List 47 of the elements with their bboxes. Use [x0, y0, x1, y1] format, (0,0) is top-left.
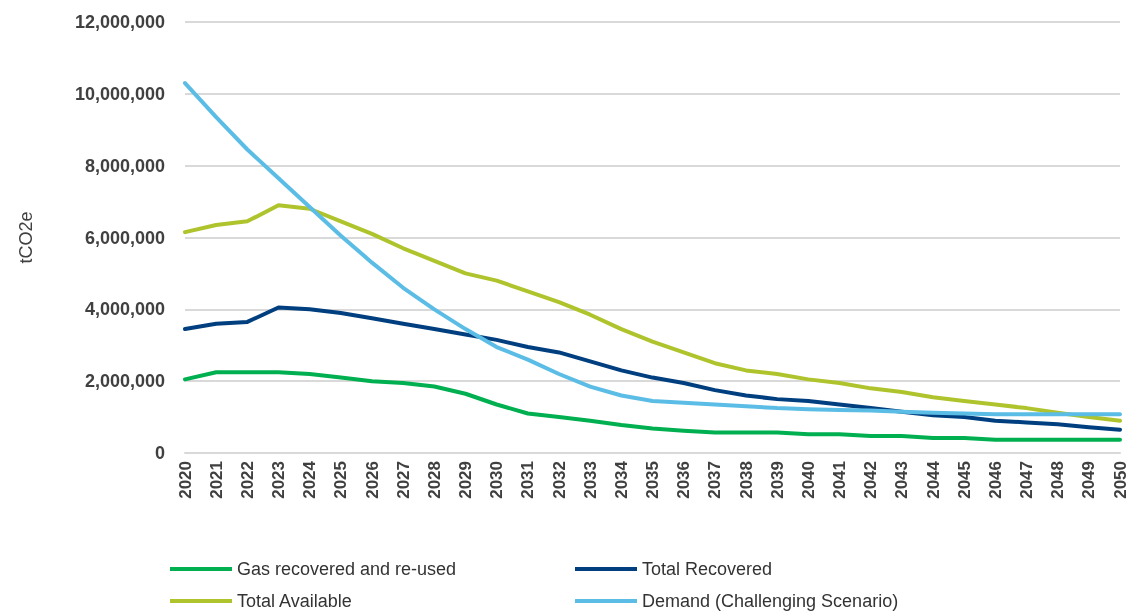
x-tick-label: 2027: [393, 461, 413, 499]
x-tick-label: 2036: [674, 461, 694, 499]
x-tick-label: 2044: [923, 460, 943, 499]
x-tick-label: 2038: [736, 461, 756, 499]
x-tick-label: 2024: [300, 460, 320, 499]
y-tick-label: 8,000,000: [84, 155, 165, 176]
y-tick-label: 12,000,000: [74, 12, 165, 32]
legend-label: Total Recovered: [642, 559, 773, 579]
y-tick-label: 0: [154, 443, 165, 463]
x-tick-label: 2030: [487, 461, 507, 499]
legend-label: Total Available: [237, 591, 352, 611]
x-tick-label: 2045: [954, 461, 974, 499]
x-tick-label: 2033: [580, 461, 600, 499]
x-tick-label: 2020: [175, 461, 195, 499]
x-tick-label: 2035: [643, 461, 662, 499]
x-tick-label: 2047: [1017, 461, 1036, 499]
x-tick-label: 2040: [798, 461, 818, 499]
y-tick-label: 6,000,000: [84, 227, 165, 248]
x-tick-label: 2034: [611, 460, 631, 499]
x-tick-label: 2031: [518, 461, 538, 499]
x-tick-label: 2025: [331, 461, 351, 499]
x-tick-label: 2046: [985, 461, 1005, 499]
y-tick-label: 10,000,000: [74, 83, 165, 104]
y-tick-label: 4,000,000: [84, 299, 165, 320]
legend-label: Gas recovered and re-used: [237, 559, 457, 579]
line-series: [183, 305, 1122, 432]
legend-label: Demand (Challenging Scenario): [642, 591, 899, 611]
x-tick-label: 2049: [1079, 461, 1099, 499]
x-tick-label: 2029: [456, 461, 475, 499]
x-tick-label: 2048: [1048, 461, 1068, 499]
x-tick-label: 2037: [705, 461, 725, 499]
line-series: [183, 370, 1122, 442]
x-tick-label: 2032: [549, 461, 569, 499]
x-tick-label: 2042: [861, 461, 881, 499]
x-tick-label: 2026: [362, 461, 382, 499]
x-tick-label: 2039: [767, 461, 787, 499]
x-tick-label: 2050: [1110, 461, 1130, 499]
line-series: [183, 81, 1122, 417]
y-tick-label: 2,000,000: [84, 371, 165, 392]
y-axis-title: tCO2e: [16, 211, 36, 264]
x-tick-label: 2043: [892, 461, 912, 499]
x-tick-label: 2028: [424, 461, 444, 499]
line-series: [183, 203, 1122, 423]
x-tick-label: 2021: [206, 461, 226, 499]
x-tick-label: 2023: [269, 461, 288, 499]
x-tick-label: 2041: [830, 461, 849, 499]
x-tick-label: 2022: [237, 461, 257, 499]
